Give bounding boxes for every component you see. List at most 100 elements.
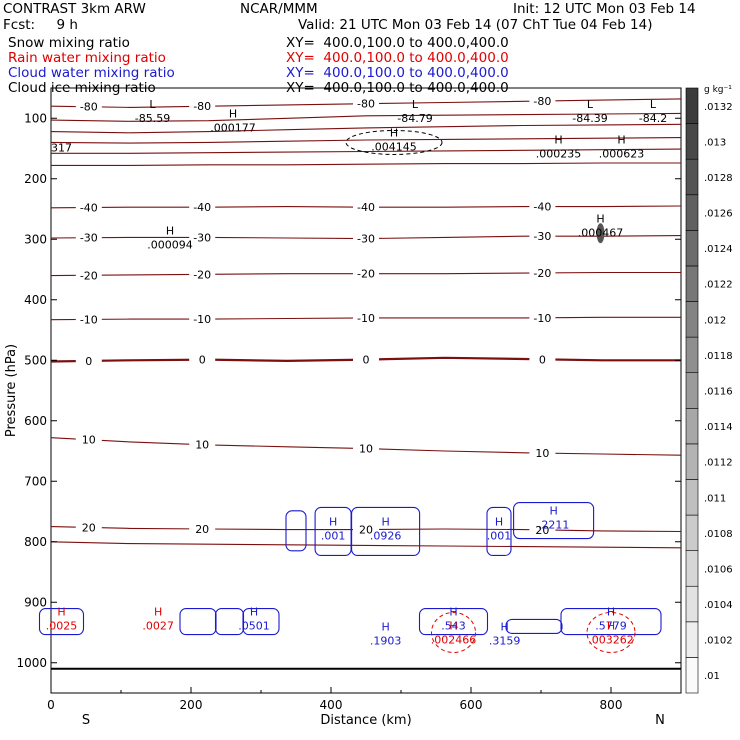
extremum-value: -85.59 bbox=[135, 112, 170, 125]
temperature-label-bg bbox=[75, 521, 102, 534]
temperature-label-bg bbox=[353, 232, 379, 245]
extremum-high-marker: H bbox=[329, 515, 337, 528]
colorbar-label: .0128 bbox=[704, 173, 733, 184]
colorbar-cell bbox=[685, 407, 699, 445]
field-cloud-water-xy: XY= 400.0,100.0 to 400.0,400.0 bbox=[286, 65, 509, 81]
temperature-label-bg bbox=[189, 353, 216, 366]
temperature-contour-label: -40 bbox=[533, 201, 551, 214]
temperature-label-bg bbox=[529, 447, 556, 460]
extremum-value: -84.39 bbox=[572, 112, 607, 125]
y-tick-label: 800 bbox=[24, 535, 47, 549]
temperature-contour-4 bbox=[51, 148, 682, 154]
temperature-contour-label: -30 bbox=[357, 233, 375, 246]
y-tick-label: 200 bbox=[24, 172, 47, 186]
extremum-low-marker: L bbox=[587, 98, 594, 111]
rain-contour bbox=[586, 612, 636, 653]
colorbar-cell bbox=[685, 657, 699, 694]
temperature-contour-label: -30 bbox=[533, 230, 551, 243]
temperature-contour-label: -20 bbox=[533, 267, 551, 280]
temperature-label-bg bbox=[529, 200, 556, 213]
extremum-high-marker: H bbox=[554, 134, 562, 147]
x-tick-label: 0 bbox=[47, 698, 55, 712]
temperature-label-bg bbox=[189, 100, 216, 113]
temperature-label-bg bbox=[353, 201, 379, 214]
colorbar-label: .012 bbox=[704, 315, 726, 326]
temperature-contour-label: 0 bbox=[85, 355, 92, 368]
extremum-value: .003262 bbox=[588, 634, 634, 647]
temperature-contour-label: 20 bbox=[195, 523, 209, 536]
extremum-value: .000235 bbox=[536, 148, 582, 161]
extremum-value: .3159 bbox=[489, 635, 521, 648]
temperature-contour-label: 10 bbox=[359, 443, 373, 456]
temperature-label-bg bbox=[353, 97, 379, 110]
temperature-label-bg bbox=[353, 267, 379, 280]
colorbar-label: .0108 bbox=[704, 529, 733, 540]
extremum-high-marker: H bbox=[381, 515, 389, 528]
temperature-contour-13 bbox=[50, 541, 682, 549]
extremum-high-marker: H bbox=[596, 212, 604, 225]
center-name: NCAR/MMM bbox=[240, 1, 318, 17]
extremum-high-marker: H bbox=[57, 606, 65, 619]
temperature-contour-label: -10 bbox=[193, 313, 211, 326]
temperature-label-bg bbox=[75, 269, 102, 282]
temperature-contour-label: 0 bbox=[199, 354, 206, 367]
colorbar-cell bbox=[685, 87, 699, 124]
extremum-low-marker: L bbox=[650, 98, 657, 111]
temperature-label-bg bbox=[189, 522, 216, 535]
colorbar-cell bbox=[685, 265, 699, 302]
temperature-label-bg bbox=[529, 353, 556, 366]
cloud-water-contour bbox=[285, 510, 307, 552]
colorbar-label: .0124 bbox=[704, 244, 733, 255]
y-tick-label: 400 bbox=[24, 293, 47, 307]
temperature-label-bg bbox=[189, 438, 216, 451]
extremum-value: .004145 bbox=[371, 140, 417, 153]
extremum-value: .0025 bbox=[46, 620, 78, 633]
x-tick-label: 600 bbox=[460, 698, 483, 712]
colorbar-cell bbox=[685, 479, 699, 516]
temperature-label-bg bbox=[529, 230, 556, 243]
temperature-contour-2 bbox=[50, 123, 682, 134]
colorbar-cell bbox=[685, 621, 699, 658]
colorbar-unit: g kg⁻¹ bbox=[704, 85, 732, 95]
temperature-contour-label: 0 bbox=[363, 354, 370, 367]
field-cloud-water-name: Cloud water mixing ratio bbox=[8, 65, 175, 81]
y-tick-label: 500 bbox=[24, 353, 47, 367]
extremum-high-marker: H bbox=[449, 620, 457, 633]
plot-frame bbox=[50, 87, 682, 694]
field-rain-xy: XY= 400.0,100.0 to 400.0,400.0 bbox=[286, 50, 509, 66]
temperature-label-bg bbox=[529, 266, 556, 279]
run-title: CONTRAST 3km ARW bbox=[3, 1, 146, 17]
y-tick-label: 1000 bbox=[16, 656, 47, 670]
colorbar-cell bbox=[685, 194, 699, 231]
temperature-contour-label: -10 bbox=[357, 312, 375, 325]
edge-value-label: 317 bbox=[51, 142, 72, 155]
cloud-water-contour bbox=[486, 506, 512, 557]
temperature-contour-label: 0 bbox=[539, 353, 546, 366]
cloud-water-contour bbox=[242, 608, 280, 636]
snow-shaded-cell bbox=[596, 223, 605, 244]
north-label: N bbox=[655, 713, 665, 728]
colorbar-label: .0102 bbox=[704, 636, 733, 647]
temperature-label-bg bbox=[529, 95, 556, 108]
cloud-water-contour bbox=[418, 608, 489, 636]
temperature-label-bg bbox=[353, 311, 379, 324]
colorbar-cell bbox=[685, 230, 699, 267]
colorbar-cell bbox=[685, 372, 699, 409]
temperature-contour-label: -20 bbox=[193, 268, 211, 281]
y-tick-label: 100 bbox=[24, 111, 47, 125]
colorbar-cell bbox=[685, 301, 699, 338]
temperature-contour-label: -20 bbox=[357, 268, 375, 281]
colorbar-label: .0106 bbox=[704, 564, 733, 575]
temperature-label-bg bbox=[75, 231, 102, 244]
extremum-value: .0027 bbox=[142, 620, 174, 633]
colorbar-label: .0114 bbox=[704, 422, 733, 433]
temperature-label-bg bbox=[189, 313, 216, 326]
temperature-contour-label: -80 bbox=[533, 95, 551, 108]
extremum-value: .000623 bbox=[599, 148, 645, 161]
temperature-label-bg bbox=[353, 353, 379, 366]
colorbar-label: .01 bbox=[704, 671, 720, 682]
extremum-value: .001 bbox=[321, 529, 346, 542]
extremum-high-marker: H bbox=[154, 606, 162, 619]
colorbar-cell bbox=[685, 585, 699, 623]
